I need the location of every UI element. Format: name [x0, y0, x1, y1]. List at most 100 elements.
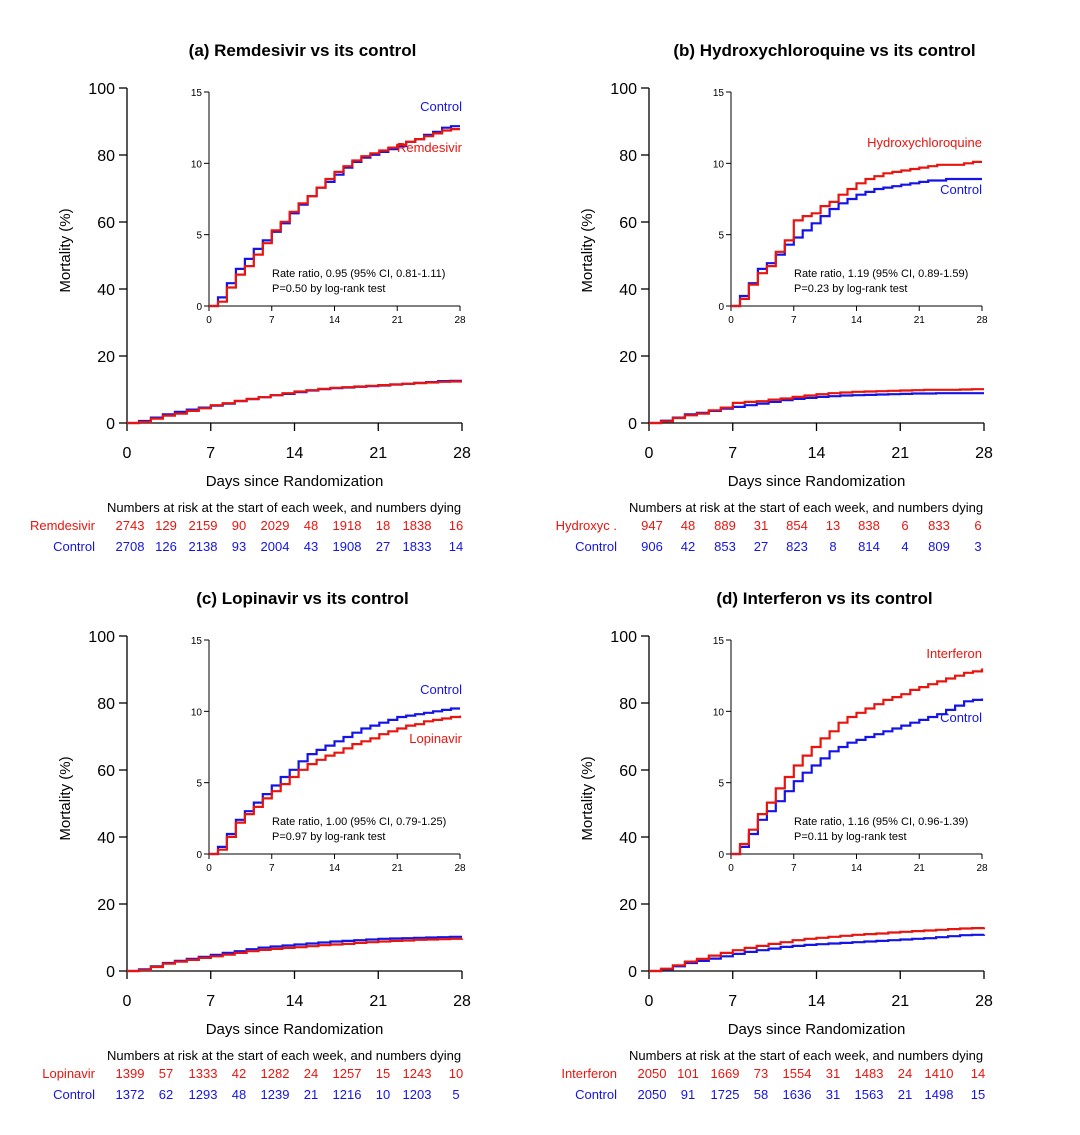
inset-x-tick-label: 21	[392, 315, 404, 326]
x-tick-label: 21	[369, 993, 387, 1010]
y-tick-label: 80	[619, 696, 637, 713]
risk-cell: 14	[971, 1066, 985, 1081]
y-tick-label: 80	[619, 148, 637, 165]
inset-y-tick-label: 15	[191, 88, 203, 99]
risk-row-label: Control	[53, 1087, 95, 1102]
inset-x-tick-label: 28	[976, 863, 988, 874]
x-tick-label: 28	[453, 993, 471, 1010]
inset-x-tick-label: 7	[269, 863, 275, 874]
y-tick-label: 40	[619, 830, 637, 847]
series-line-control	[649, 933, 986, 973]
risk-cell: 1636	[783, 1087, 812, 1102]
legend-control: Control	[420, 99, 462, 114]
inset-y-tick-label: 10	[713, 707, 725, 718]
y-tick-label: 20	[619, 897, 637, 914]
inset-y-tick-label: 15	[191, 636, 203, 647]
risk-cell: 15	[376, 1066, 390, 1081]
rate-ratio-text: Rate ratio, 1.00 (95% CI, 0.79-1.25)	[272, 816, 446, 828]
risk-cell: 1243	[403, 1066, 432, 1081]
p-value-text: P=0.50 by log-rank test	[272, 283, 385, 295]
y-tick-label: 20	[97, 897, 115, 914]
y-tick-label: 80	[97, 696, 115, 713]
inset-x-tick-label: 7	[791, 863, 797, 874]
risk-cell: 2050	[638, 1066, 667, 1081]
x-tick-label: 14	[286, 993, 304, 1010]
panel-title: (d) Interferon vs its control	[716, 589, 932, 608]
risk-cell: 90	[232, 518, 246, 533]
risk-cell: 1908	[333, 539, 362, 554]
inset-series-line-control	[731, 177, 982, 308]
panel-2: (b) Hydroxychloroquine vs its control 0 20…	[556, 41, 993, 554]
x-tick-label: 0	[645, 445, 654, 462]
inset-x-tick-label: 21	[914, 863, 926, 874]
risk-cell: 1669	[711, 1066, 740, 1081]
x-tick-label: 0	[645, 993, 654, 1010]
inset-x-tick-label: 28	[976, 315, 988, 326]
y-tick-label: 20	[97, 349, 115, 366]
panel-4: (d) Interferon vs its control 0 20 40 60 80 10…	[561, 589, 993, 1102]
risk-table-header: Numbers at risk at the start of each wee…	[629, 1048, 983, 1063]
series-line-treatment	[649, 388, 984, 425]
series-line-treatment	[127, 380, 462, 425]
x-tick-label: 21	[891, 993, 909, 1010]
risk-cell: 24	[898, 1066, 912, 1081]
risk-cell: 14	[449, 539, 463, 554]
inset-series-line-control	[731, 698, 984, 856]
risk-cell: 1483	[855, 1066, 884, 1081]
inset-y-tick-label: 0	[718, 302, 724, 313]
risk-cell: 62	[159, 1087, 173, 1102]
risk-cell: 814	[858, 539, 880, 554]
risk-cell: 42	[681, 539, 695, 554]
y-tick-label: 40	[97, 282, 115, 299]
risk-row-label: Remdesivir	[30, 518, 96, 533]
panel-1: (a) Remdesivir vs its control 0 20 40 60 80 10…	[30, 41, 471, 554]
series-line-control	[127, 935, 462, 973]
inset-y-tick-label: 5	[718, 779, 724, 790]
risk-cell: 126	[155, 539, 177, 554]
inset-y-tick-label: 10	[191, 159, 203, 170]
risk-cell: 1333	[189, 1066, 218, 1081]
risk-cell: 58	[754, 1087, 768, 1102]
y-tick-label: 0	[106, 416, 115, 433]
inset-x-tick-label: 0	[206, 315, 212, 326]
risk-row-label: Control	[575, 1087, 617, 1102]
x-axis-label: Days since Randomization	[206, 1021, 384, 1038]
y-tick-label: 20	[619, 349, 637, 366]
inset-y-tick-label: 10	[191, 707, 203, 718]
risk-cell: 1293	[189, 1087, 218, 1102]
risk-row-label: Hydroxyc .	[556, 518, 617, 533]
inset-y-tick-label: 0	[196, 302, 202, 313]
risk-cell: 73	[754, 1066, 768, 1081]
risk-cell: 13	[826, 518, 840, 533]
inset: 0 5 10 15 0 7 14 21 28 Interferon Control Rate rati…	[713, 636, 988, 874]
inset: 0 5 10 15 0 7 14 21 28 Hydroxychloroquine Control R…	[713, 88, 988, 326]
inset-y-tick-label: 5	[196, 779, 202, 790]
risk-cell: 854	[786, 518, 808, 533]
risk-cell: 24	[304, 1066, 318, 1081]
risk-cell: 8	[829, 539, 836, 554]
rate-ratio-text: Rate ratio, 0.95 (95% CI, 0.81-1.11)	[272, 268, 445, 280]
risk-row-label: Interferon	[561, 1066, 617, 1081]
y-axis-label: Mortality (%)	[579, 208, 596, 292]
risk-cell: 5	[452, 1087, 459, 1102]
x-tick-label: 21	[369, 445, 387, 462]
risk-cell: 16	[449, 518, 463, 533]
y-tick-label: 0	[628, 964, 637, 981]
risk-cell: 1282	[261, 1066, 290, 1081]
panel-title: (c) Lopinavir vs its control	[196, 589, 409, 608]
inset-y-tick-label: 5	[196, 231, 202, 242]
risk-cell: 823	[786, 539, 808, 554]
risk-cell: 27	[376, 539, 390, 554]
legend-treatment: Lopinavir	[409, 731, 462, 746]
risk-cell: 1918	[333, 518, 362, 533]
risk-cell: 809	[928, 539, 950, 554]
risk-cell: 21	[304, 1087, 318, 1102]
risk-cell: 1410	[925, 1066, 954, 1081]
risk-cell: 2743	[116, 518, 145, 533]
risk-cell: 6	[974, 518, 981, 533]
y-tick-label: 100	[610, 629, 637, 646]
series-line-control	[127, 379, 462, 425]
x-axis-label: Days since Randomization	[206, 473, 384, 490]
y-tick-label: 100	[610, 81, 637, 98]
